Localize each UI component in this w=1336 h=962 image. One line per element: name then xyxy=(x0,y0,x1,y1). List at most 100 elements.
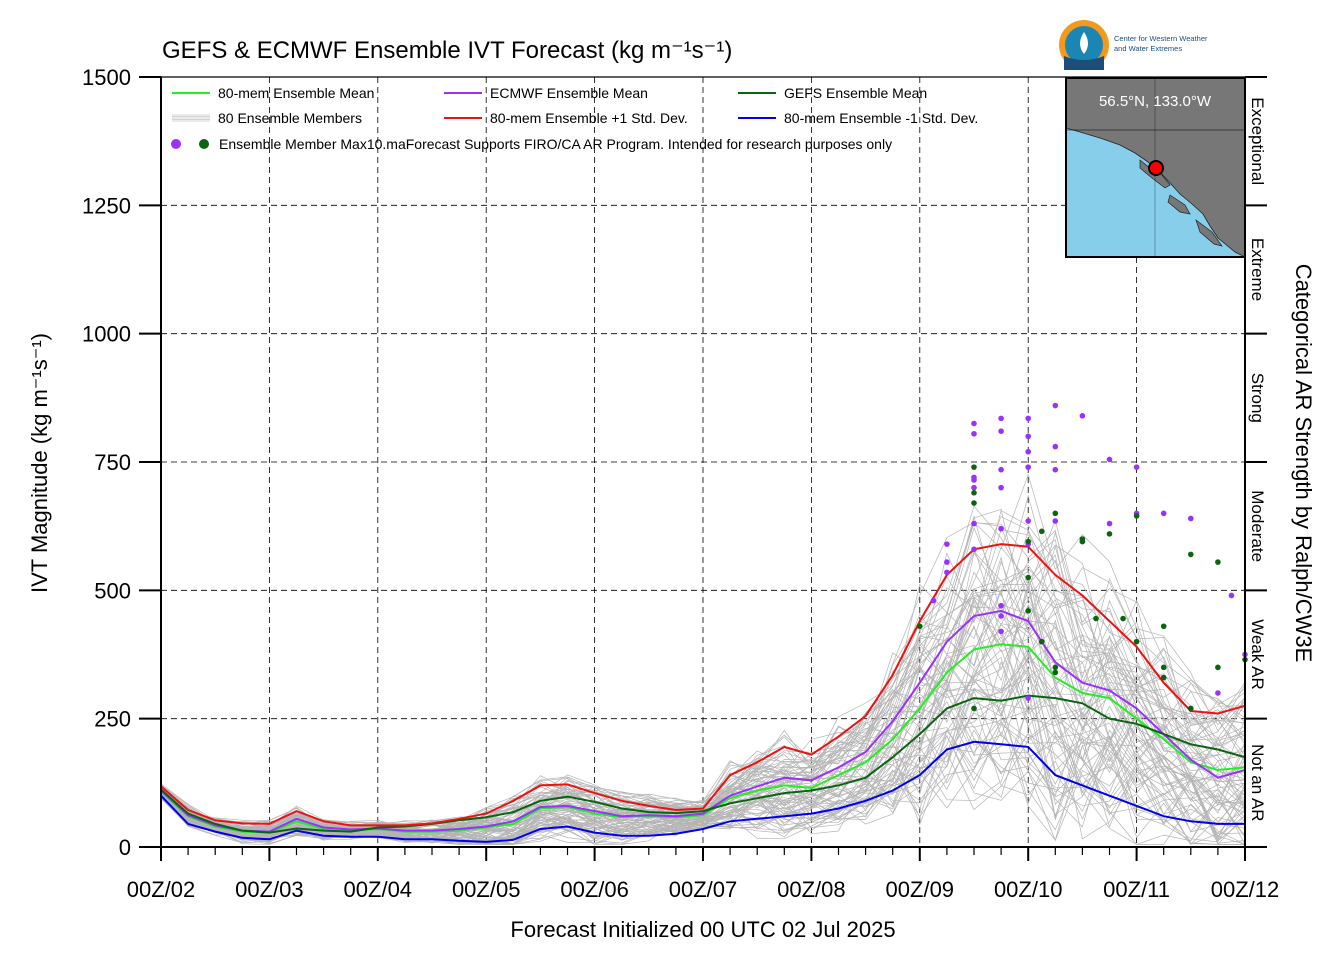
gefs-max-dot xyxy=(971,705,977,712)
gefs-max-dot xyxy=(1025,574,1031,581)
logo-text-line-2: and Water Extremes xyxy=(1114,44,1182,53)
gefs-max-dot xyxy=(971,464,977,470)
x-tick-label: 00Z/04 xyxy=(344,877,413,902)
ar-category-label: Not an AR xyxy=(1248,744,1267,822)
ecmwf-max-dot xyxy=(1025,433,1031,440)
y-tick-label: 0 xyxy=(119,835,131,860)
gefs-max-dot xyxy=(1052,510,1059,517)
gefs-max-dot xyxy=(1188,551,1194,558)
ar-category-label: Strong xyxy=(1248,373,1267,423)
ar-category-label: Exceptional xyxy=(1248,97,1267,185)
y-tick-label: 1500 xyxy=(82,65,131,90)
ecmwf-max-dot xyxy=(971,520,977,527)
y-axis-label: IVT Magnitude (kg m⁻¹s⁻¹) xyxy=(27,333,52,593)
x-tick-label: 00Z/03 xyxy=(235,877,304,902)
right-axis-label: Categorical AR Strength by Ralph/CW3E xyxy=(1291,264,1316,663)
gefs-max-dot xyxy=(1188,705,1194,712)
ensemble-member-line xyxy=(160,722,1246,845)
gefs-max-dot xyxy=(1133,513,1140,519)
gefs-max-dot xyxy=(971,500,977,506)
y-tick-label: 500 xyxy=(94,578,131,603)
x-tick-label: 00Z/07 xyxy=(669,877,738,902)
ecmwf-max-dot xyxy=(971,546,977,553)
gefs-max-dot xyxy=(1038,528,1045,535)
cw3e-logo: Center for Western Weather and Water Ext… xyxy=(1059,20,1208,70)
ecmwf-max-dot xyxy=(1106,520,1113,527)
ecmwf-max-dot xyxy=(1025,464,1031,470)
ecmwf-max-dot xyxy=(1160,510,1167,517)
x-tick-label: 00Z/08 xyxy=(777,877,846,902)
gefs-max-dot xyxy=(1025,538,1031,545)
ecmwf-max-dot xyxy=(1025,695,1031,701)
ensemble-mean-line xyxy=(160,643,1246,834)
gefs-max-dot xyxy=(917,623,923,630)
gefs-max-dot xyxy=(1120,615,1126,622)
ecmwf-max-dot xyxy=(1052,518,1059,524)
ecmwf-max-dot xyxy=(971,430,977,437)
x-tick-label: 00Z/05 xyxy=(452,877,521,902)
legend-label: 80-mem Ensemble +1 Std. Dev. xyxy=(490,110,688,126)
legend-dot-ecmwf xyxy=(171,139,181,149)
gefs-max-dot xyxy=(1038,638,1045,645)
legend-label: 80-mem Ensemble Mean xyxy=(218,85,374,101)
ecmwf-max-dot xyxy=(1215,690,1221,696)
x-axis-label: Forecast Initialized 00 UTC 02 Jul 2025 xyxy=(510,917,895,942)
ecmwf-max-dot xyxy=(1188,515,1194,522)
x-tick-label: 00Z/06 xyxy=(560,877,629,902)
ecmwf-max-dot xyxy=(971,474,977,481)
location-map: 56.5°N, 133.0°W xyxy=(1065,77,1246,258)
gefs-max-dot xyxy=(1093,615,1099,622)
ecmwf-max-dot xyxy=(998,428,1004,435)
legend-label: GEFS Ensemble Mean xyxy=(784,85,927,101)
map-location-label: 56.5°N, 133.0°W xyxy=(1099,93,1212,110)
ecmwf-max-dot xyxy=(1025,518,1031,524)
gefs-max-dot xyxy=(1025,608,1031,614)
gefs-max-dot xyxy=(1215,664,1221,671)
ensemble-member-line xyxy=(160,624,1246,837)
ecmwf-mean-line xyxy=(160,609,1246,833)
gefs-mean-line xyxy=(160,694,1246,834)
ecmwf-max-dot xyxy=(998,484,1004,491)
ensemble-member-line xyxy=(160,644,1246,839)
ecmwf-max-dot xyxy=(1052,443,1059,450)
ecmwf-max-dot xyxy=(1025,415,1031,422)
legend-label: 80 Ensemble Members xyxy=(218,110,362,126)
ecmwf-max-dot xyxy=(1133,464,1140,470)
x-tick-label: 00Z/11 xyxy=(1103,877,1170,902)
gefs-max-dot xyxy=(971,490,977,496)
ecmwf-max-dot xyxy=(998,466,1004,473)
ar-category-label: Moderate xyxy=(1248,490,1267,562)
ar-category-label: Extreme xyxy=(1248,238,1267,301)
ecmwf-max-dot xyxy=(1052,466,1059,473)
gefs-max-dot xyxy=(1079,538,1086,545)
legend-label: 80-mem Ensemble -1 Std. Dev. xyxy=(784,110,978,126)
legend: 80-mem Ensemble Mean ECMWF Ensemble Mean G… xyxy=(171,85,978,152)
ecmwf-max-dot xyxy=(944,559,950,565)
ecmwf-max-dot xyxy=(1052,402,1059,409)
gefs-max-dot xyxy=(1052,664,1059,671)
legend-label: ECMWF Ensemble Mean xyxy=(490,85,648,101)
ecmwf-max-dot xyxy=(971,420,977,427)
x-tick-label: 00Z/02 xyxy=(127,877,196,902)
ecmwf-max-dot xyxy=(998,602,1004,609)
ar-category-label: Weak AR xyxy=(1248,619,1267,690)
member-max-dots xyxy=(917,402,1248,712)
ecmwf-max-dot xyxy=(998,613,1004,619)
x-tick-label: 00Z/09 xyxy=(886,877,955,902)
location-marker xyxy=(1148,160,1164,176)
gefs-max-dot xyxy=(1052,669,1059,676)
ecmwf-max-dot xyxy=(998,628,1004,635)
y-tick-label: 1250 xyxy=(82,193,131,218)
gefs-max-dot xyxy=(1160,623,1167,630)
ecmwf-max-dot xyxy=(998,415,1004,422)
x-tick-label: 00Z/10 xyxy=(994,877,1063,902)
gefs-max-dot xyxy=(1160,664,1167,671)
plus-1-std-line xyxy=(160,543,1246,827)
y-tick-label: 750 xyxy=(94,450,131,475)
series-lines xyxy=(160,543,1246,843)
minus-1-std-line xyxy=(160,740,1245,843)
ensemble-member-line xyxy=(160,690,1246,844)
gefs-max-dot xyxy=(1215,559,1221,565)
ar-categories: Not an AR Weak AR Moderate Strong Extreme Exc… xyxy=(1248,97,1267,821)
